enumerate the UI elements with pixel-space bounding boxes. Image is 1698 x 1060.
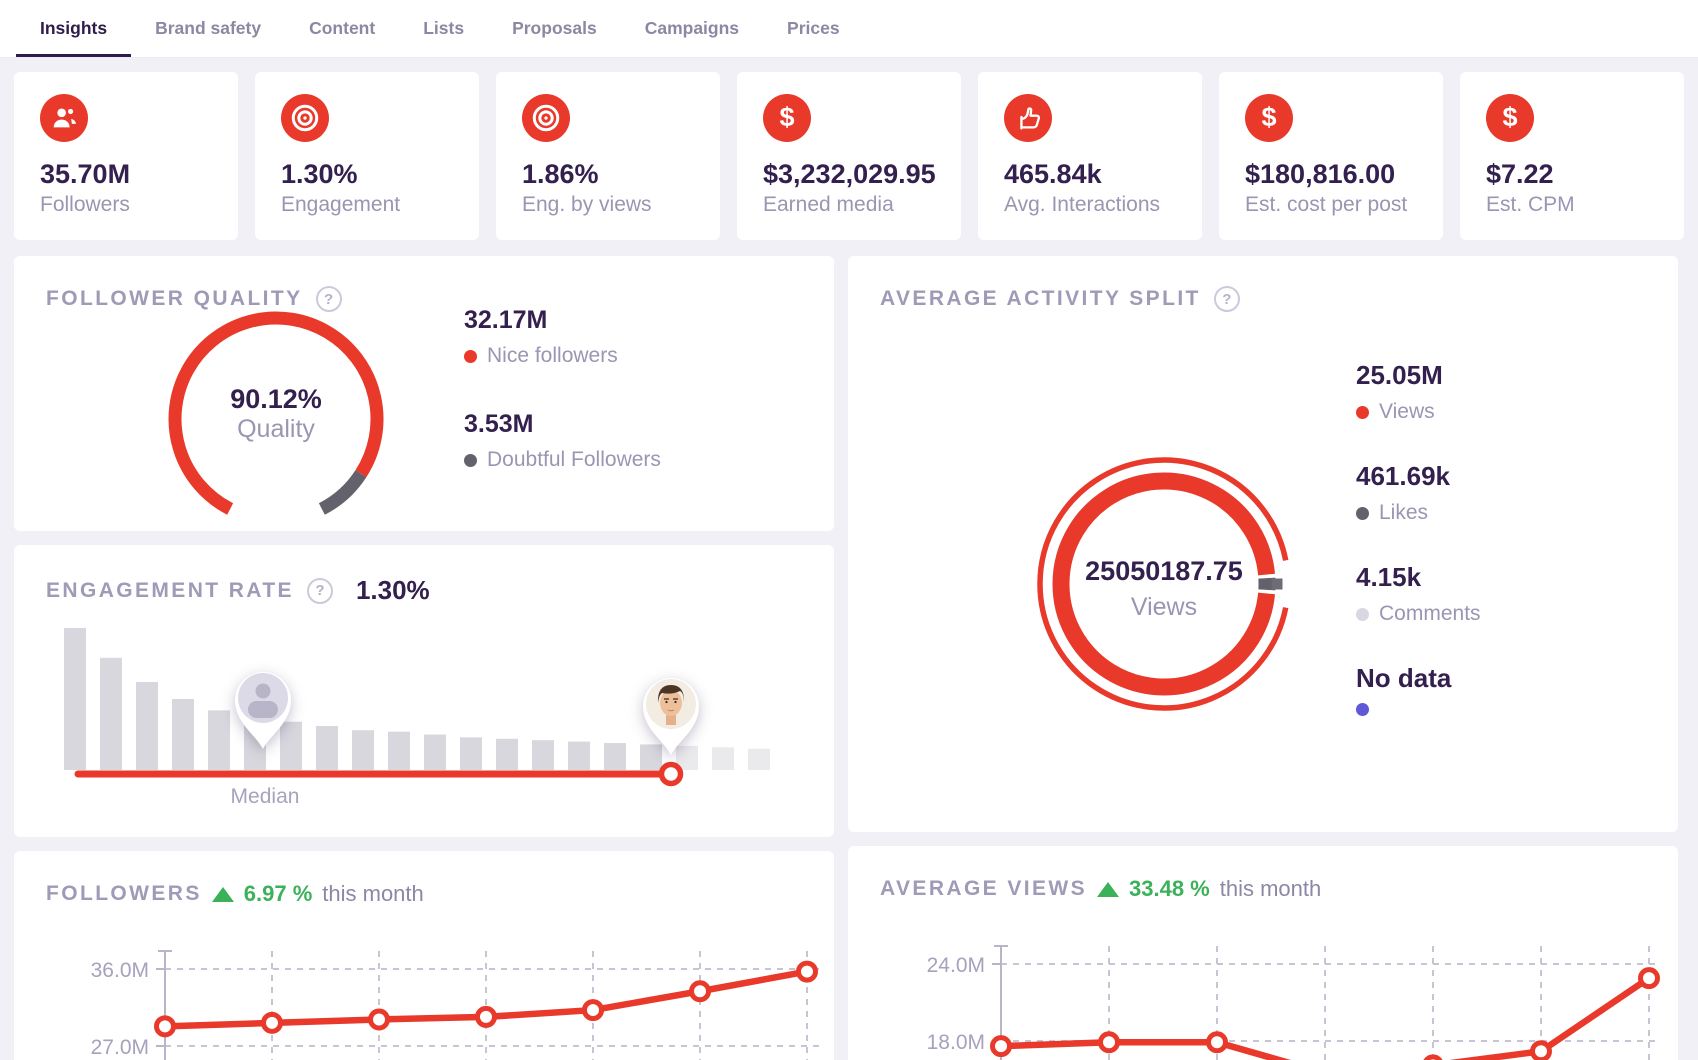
- stat-card-followers: 35.70M Followers: [14, 72, 238, 240]
- stat-value: 1.30%: [281, 159, 358, 189]
- target-icon: [281, 94, 329, 142]
- avg-views-line-chart: 24.0M 18.0M: [927, 945, 1660, 1060]
- stat-label: Avg. Interactions: [1004, 193, 1161, 216]
- legend-item: 32.17M Nice followers: [464, 306, 618, 367]
- trend-change: 33.48 %: [1129, 876, 1210, 901]
- panel-title: FOLLOWERS: [46, 882, 202, 905]
- legend-item: 4.15k Comments: [1356, 562, 1481, 625]
- stat-value: $3,232,029.95: [763, 159, 936, 189]
- gauge-percent: 90.12%: [230, 384, 322, 414]
- legend-dot: [1356, 703, 1369, 716]
- follower-quality-legend: 32.17M Nice followers 3.53M Doubtful Fol…: [464, 306, 661, 472]
- help-icon[interactable]: ?: [315, 286, 342, 312]
- stat-label: Eng. by views: [522, 193, 652, 216]
- target-icon: [522, 94, 570, 142]
- trend-suffix: this month: [1219, 876, 1322, 901]
- legend-dot: [464, 453, 477, 467]
- tab-proposals[interactable]: Proposals: [512, 18, 597, 38]
- stat-card-avg-interactions: 465.84k Avg. Interactions: [978, 72, 1202, 240]
- help-icon[interactable]: ?: [1213, 286, 1240, 312]
- legend-dot: [1356, 506, 1369, 520]
- svg-text:18.0M: 18.0M: [927, 1031, 985, 1054]
- influencer-avatar-pin: [638, 673, 704, 757]
- legend-item: 25.05M Views: [1356, 360, 1443, 423]
- legend-dot: [464, 349, 477, 363]
- stat-card-cpm: $ $7.22 Est. CPM: [1460, 72, 1684, 240]
- donut-center: 25050187.75 Views: [1008, 556, 1320, 622]
- stat-value: $180,816.00: [1245, 159, 1396, 189]
- svg-text:36.0M: 36.0M: [91, 959, 149, 982]
- followers-trend-panel: 36.0M 27.0M FOLLOWERS 6.97 % this month: [14, 851, 834, 1060]
- activity-split-panel: AVERAGE ACTIVITY SPLIT ? 25050187.75 Vie…: [848, 256, 1678, 832]
- followers-icon: [40, 94, 88, 142]
- trend-change: 6.97 %: [243, 881, 313, 906]
- avatar: [646, 679, 696, 729]
- stat-card-earned-media: $ $3,232,029.95 Earned media: [737, 72, 961, 240]
- stat-value: 465.84k: [1004, 159, 1102, 189]
- followers-line-chart: 36.0M 27.0M: [91, 950, 819, 1060]
- svg-text:24.0M: 24.0M: [927, 954, 985, 977]
- thumb-up-icon: [1004, 94, 1052, 142]
- avg-views-trend-panel: 24.0M 18.0M AVERAGE VIEWS 33.48 % this mo…: [848, 846, 1678, 1060]
- activity-split-legend: 25.05M Views 461.69k Likes 4.15k Comment…: [1356, 360, 1481, 716]
- stats-cards: 35.70M Followers 1.30% Engagement 1.86% …: [14, 72, 1684, 240]
- panel-title: FOLLOWER QUALITY: [46, 287, 303, 310]
- stat-label: Followers: [40, 193, 130, 216]
- donut-center-label: Views: [1130, 593, 1198, 621]
- dollar-icon: $: [763, 94, 811, 142]
- tab-insights[interactable]: Insights: [16, 0, 132, 57]
- trend-up-icon: [211, 886, 234, 902]
- tab-lists[interactable]: Lists: [423, 18, 465, 38]
- stat-value: 1.86%: [522, 159, 599, 189]
- engagement-rate-value: 1.30%: [355, 575, 430, 605]
- top-tabs: Insights Brand safety Content Lists Prop…: [0, 0, 1698, 58]
- person-icon: [248, 683, 278, 718]
- donut-center-value: 25050187.75: [1085, 556, 1243, 586]
- dollar-icon: $: [1245, 94, 1293, 142]
- activity-split-donut: [1037, 457, 1289, 711]
- legend-item: 3.53M Doubtful Followers: [464, 410, 661, 471]
- gauge-label: Quality: [237, 415, 315, 443]
- legend-dot: [1356, 405, 1369, 419]
- stat-value: $7.22: [1486, 159, 1554, 189]
- stat-label: Est. cost per post: [1245, 193, 1408, 216]
- stat-label: Engagement: [281, 193, 401, 216]
- svg-text:27.0M: 27.0M: [91, 1036, 149, 1059]
- panel-title: AVERAGE VIEWS: [880, 877, 1088, 900]
- engagement-histogram: [64, 628, 770, 787]
- tab-campaigns[interactable]: Campaigns: [644, 18, 740, 38]
- gauge-center: 90.12% Quality: [196, 384, 356, 444]
- median-pin: [230, 667, 296, 751]
- tab-prices[interactable]: Prices: [787, 18, 840, 38]
- tab-content[interactable]: Content: [309, 18, 376, 38]
- stat-value: 35.70M: [40, 159, 131, 189]
- trend-up-icon: [1097, 881, 1120, 897]
- trend-suffix: this month: [322, 881, 424, 906]
- follower-quality-panel: FOLLOWER QUALITY ? 90.12% Quality 32.17M…: [14, 256, 834, 531]
- median-label: Median: [230, 785, 300, 808]
- stat-card-eng-by-views: 1.86% Eng. by views: [496, 72, 720, 240]
- legend-item: 461.69k Likes: [1356, 461, 1450, 524]
- stat-label: Earned media: [763, 193, 894, 216]
- follower-quality-gauge: [168, 311, 384, 515]
- stat-card-cost-per-post: $ $180,816.00 Est. cost per post: [1219, 72, 1443, 240]
- stat-label: Est. CPM: [1486, 193, 1575, 216]
- engagement-rate-panel: ENGAGEMENT RATE ? 1.30%: [14, 545, 834, 837]
- panel-title: ENGAGEMENT RATE: [46, 578, 294, 602]
- panel-title: AVERAGE ACTIVITY SPLIT: [880, 287, 1201, 310]
- help-icon[interactable]: ?: [306, 577, 333, 604]
- stat-card-engagement: 1.30% Engagement: [255, 72, 479, 240]
- tab-brand-safety[interactable]: Brand safety: [155, 18, 262, 38]
- legend-dot: [1356, 607, 1369, 621]
- dollar-icon: $: [1486, 94, 1534, 142]
- legend-item-no-data: No data: [1356, 663, 1481, 716]
